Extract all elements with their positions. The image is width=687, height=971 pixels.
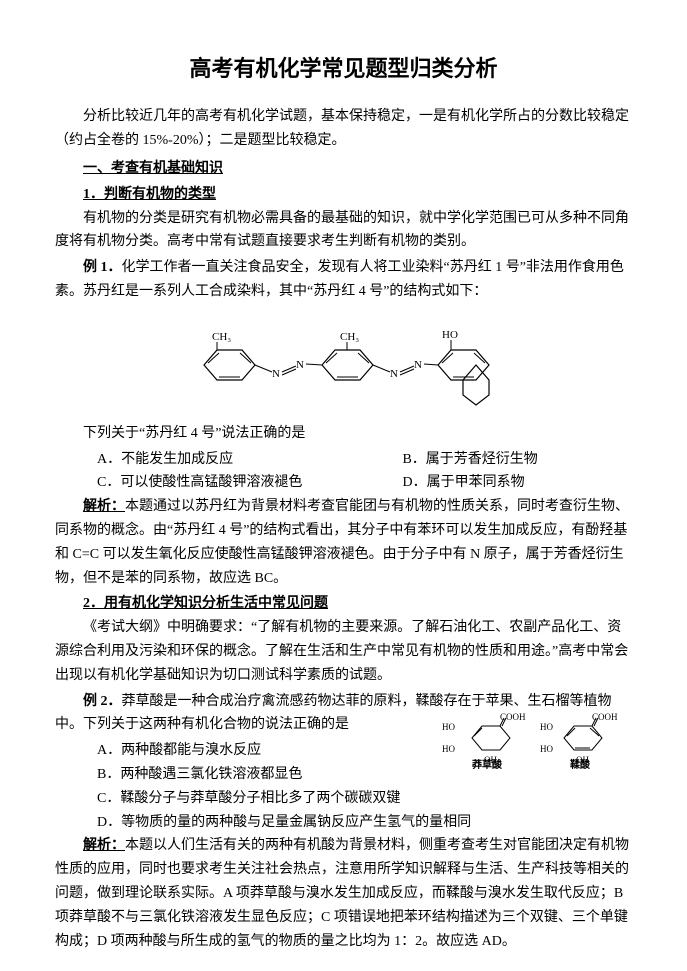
ex2-option-c: C．鞣酸分子与莽草酸分子相比多了两个碳碳双键 xyxy=(55,787,632,811)
intro-paragraph: 分析比较近几年的高考有机化学试题，基本保持稳定，一是有机化学所占的分数比较稳定（… xyxy=(55,105,632,153)
options-row-2: C．可以使酸性高锰酸钾溶液褪色 D．属于甲苯同系物 xyxy=(55,471,632,495)
ch3-label-1: CH₃ xyxy=(212,331,231,343)
svg-text:N: N xyxy=(296,359,304,371)
sub1-para: 有机物的分类是研究有机物必需具备的最基础的知识，就中学化学范围已可从多种不同角度… xyxy=(55,207,632,255)
analysis-1-text: 本题通过以苏丹红为背景材料考查官能团与有机物的性质关系，同时考查衍生物、同系物的… xyxy=(55,499,629,585)
svg-text:莽草酸: 莽草酸 xyxy=(471,758,503,770)
example-1: 例 1．化学工作者一直关注食品安全，发现有人将工业染料“苏丹红 1 号”非法用作… xyxy=(55,256,632,304)
ch3-label-2: CH₃ xyxy=(340,331,359,343)
ex1-option-c: C．可以使酸性高锰酸钾溶液褪色 xyxy=(97,471,372,495)
svg-text:HO: HO xyxy=(540,722,553,732)
subsection-1-2-heading: 2．用有机化学知识分析生活中常见问题 xyxy=(55,592,632,616)
molecule-svg: CH₃ N N CH₃ N N HO xyxy=(184,310,504,410)
analysis-2-text: 本题以人们生活有关的两种有机酸为背景材料，侧重考查考生对官能团决定有机物性质的应… xyxy=(55,838,629,948)
subsection-1-1-heading: 1．判断有机物的类型 xyxy=(55,183,632,207)
example-1-label: 例 1． xyxy=(83,260,122,275)
svg-text:鞣酸: 鞣酸 xyxy=(570,758,591,770)
ex2-option-d: D．等物质的量的两种酸与足量金属钠反应产生氢气的量相同 xyxy=(55,811,632,835)
ex1-option-a: A．不能发生加成反应 xyxy=(97,448,372,472)
ex1-option-b: B．属于芳香烃衍生物 xyxy=(402,448,632,472)
svg-text:N: N xyxy=(390,368,398,380)
sudan-red-structure: CH₃ N N CH₃ N N HO xyxy=(55,310,632,410)
analysis-1: 解析：本题通过以苏丹红为背景材料考查官能团与有机物的性质关系，同时考查衍生物、同… xyxy=(55,495,632,590)
svg-text:COOH: COOH xyxy=(592,712,618,722)
sub2-para: 《考试大纲》中明确要求：“了解有机物的主要来源。了解石油化工、农副产品化工、资源… xyxy=(55,616,632,687)
section-1-heading: 一、考查有机基础知识 xyxy=(55,157,632,181)
example-2-wrap: 例 2．莽草酸是一种合成治疗禽流感药物达菲的原料，鞣酸存在于苹果、生石榴等植物中… xyxy=(55,690,632,835)
svg-text:COOH: COOH xyxy=(500,712,526,722)
svg-text:N: N xyxy=(414,359,422,371)
options-row-1: A．不能发生加成反应 B．属于芳香烃衍生物 xyxy=(55,448,632,472)
analysis-1-label: 解析： xyxy=(83,499,125,514)
svg-text:HO: HO xyxy=(442,722,455,732)
ho-label: HO xyxy=(442,329,458,341)
page-title: 高考有机化学常见题型归类分析 xyxy=(55,50,632,87)
svg-text:HO: HO xyxy=(442,744,455,754)
ex1-option-d: D．属于甲苯同系物 xyxy=(402,471,632,495)
shikimic-gallic-structures: HO HO OH COOH 莽草酸 HO HO OH COOH 鞣酸 xyxy=(442,708,632,768)
svg-text:N: N xyxy=(272,368,280,380)
analysis-2-label: 解析： xyxy=(83,838,125,853)
analysis-2: 解析：本题以人们生活有关的两种有机酸为背景材料，侧重考查考生对官能团决定有机物性… xyxy=(55,834,632,953)
svg-text:HO: HO xyxy=(540,744,553,754)
example-2-label: 例 2． xyxy=(83,694,122,709)
question-line-1: 下列关于“苏丹红 4 号”说法正确的是 xyxy=(55,422,632,446)
example-1-text: 化学工作者一直关注食品安全，发现有人将工业染料“苏丹红 1 号”非法用作食用色素… xyxy=(55,260,624,299)
